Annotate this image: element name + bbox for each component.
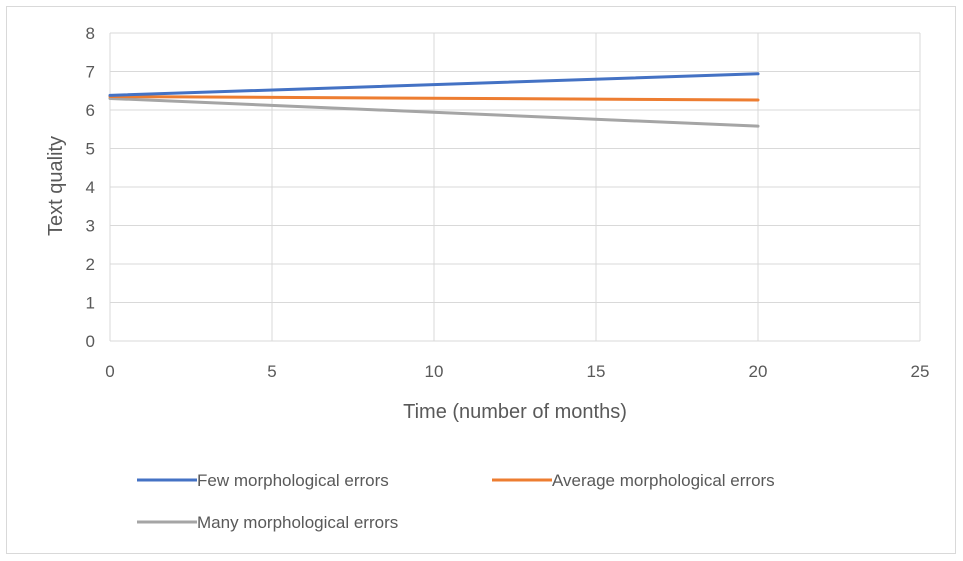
y-tick-label: 4 — [86, 178, 95, 197]
y-tick-label: 0 — [86, 332, 95, 351]
x-tick-label: 5 — [267, 362, 276, 381]
x-tick-label: 25 — [911, 362, 930, 381]
y-tick-label: 7 — [86, 63, 95, 82]
x-tick-label: 20 — [749, 362, 768, 381]
x-axis-ticks: 0 5 10 15 20 25 — [105, 362, 929, 381]
series-lines — [108, 72, 760, 128]
x-tick-label: 0 — [105, 362, 114, 381]
legend-label: Many morphological errors — [197, 513, 398, 532]
grid — [109, 32, 921, 342]
legend-label: Few morphological errors — [197, 471, 389, 490]
y-tick-label: 1 — [86, 294, 95, 313]
x-axis-title: Time (number of months) — [403, 401, 627, 423]
x-tick-label: 10 — [425, 362, 444, 381]
series-line-2 — [108, 95, 760, 102]
legend: Few morphological errors Average morpholo… — [137, 471, 775, 532]
y-tick-label: 8 — [86, 24, 95, 43]
y-tick-label: 6 — [86, 101, 95, 120]
legend-label: Average morphological errors — [552, 471, 775, 490]
y-tick-label: 2 — [86, 255, 95, 274]
series-line-1 — [108, 72, 760, 97]
y-tick-label: 3 — [86, 217, 95, 236]
x-tick-label: 15 — [587, 362, 606, 381]
y-tick-label: 5 — [86, 140, 95, 159]
y-axis-title: Text quality — [45, 136, 67, 236]
series-line-3 — [108, 96, 760, 128]
y-axis-ticks: 0 1 2 3 4 5 6 7 8 — [86, 24, 95, 351]
